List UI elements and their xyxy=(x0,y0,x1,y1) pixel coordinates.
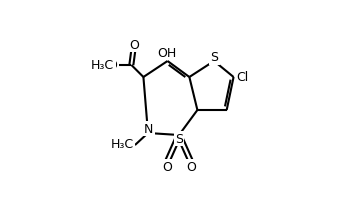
Text: O: O xyxy=(130,39,139,51)
Text: S: S xyxy=(175,132,183,145)
Text: H₃C: H₃C xyxy=(110,137,133,150)
Text: O: O xyxy=(108,59,118,72)
Text: S: S xyxy=(210,51,218,64)
Text: H₃C: H₃C xyxy=(91,59,114,72)
Text: O: O xyxy=(186,160,196,173)
Text: O: O xyxy=(162,160,172,173)
Text: Cl: Cl xyxy=(236,71,248,84)
Text: N: N xyxy=(144,122,153,135)
Text: OH: OH xyxy=(158,47,177,60)
